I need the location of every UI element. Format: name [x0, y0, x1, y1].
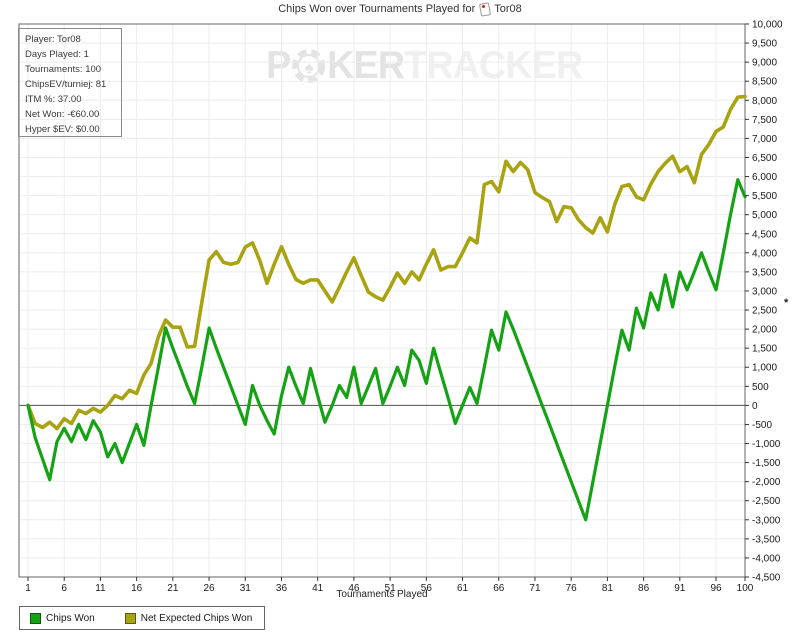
svg-text:6,500: 6,500	[752, 153, 777, 164]
svg-text:♠: ♠	[305, 58, 314, 77]
svg-text:46: 46	[348, 583, 360, 594]
player-info-box: Player: Tor08 Days Played: 1 Tournaments…	[18, 28, 122, 137]
watermark-text-ker: KER	[327, 44, 405, 87]
svg-text:3,500: 3,500	[752, 267, 777, 278]
svg-text:5,000: 5,000	[752, 210, 777, 221]
poker-chip-spade-icon: ♠	[292, 49, 326, 83]
svg-text:-500: -500	[752, 420, 772, 431]
svg-text:6,000: 6,000	[752, 172, 777, 183]
chart-title-text: Chips Won over Tournaments Played for	[278, 3, 476, 15]
svg-text:3,000: 3,000	[752, 286, 777, 297]
legend: Chips Won Net Expected Chips Won	[19, 606, 266, 630]
svg-text:-3,500: -3,500	[752, 534, 781, 545]
svg-text:56: 56	[421, 583, 433, 594]
svg-text:-1,500: -1,500	[752, 458, 781, 469]
svg-text:10,000: 10,000	[752, 20, 783, 31]
svg-text:96: 96	[710, 583, 722, 594]
svg-text:-2,000: -2,000	[752, 477, 781, 488]
info-player: Player: Tor08	[25, 34, 81, 45]
svg-text:8,500: 8,500	[752, 77, 777, 88]
svg-text:-1,000: -1,000	[752, 439, 781, 450]
svg-text:-4,000: -4,000	[752, 553, 781, 564]
svg-text:9,500: 9,500	[752, 39, 777, 50]
chips-won-swatch-icon	[30, 612, 41, 624]
svg-text:91: 91	[674, 583, 686, 594]
svg-text:9,000: 9,000	[752, 58, 777, 69]
player-icon	[478, 2, 492, 17]
legend-label-chips-won: Chips Won	[46, 612, 95, 624]
pokertracker-watermark: P ♠ KER TRACKER	[266, 44, 583, 88]
info-net-won: Net Won: -€60.00	[25, 109, 100, 120]
svg-text:41: 41	[312, 583, 324, 594]
svg-text:4,500: 4,500	[752, 229, 777, 240]
svg-text:1: 1	[25, 583, 31, 594]
svg-text:4,000: 4,000	[752, 248, 777, 259]
svg-text:2,000: 2,000	[752, 325, 777, 336]
svg-text:76: 76	[566, 583, 578, 594]
svg-text:51: 51	[385, 583, 397, 594]
svg-text:11: 11	[95, 583, 106, 594]
svg-text:1,000: 1,000	[752, 363, 777, 374]
info-chips-ev: ChipsEV/turniej: 81	[25, 79, 107, 90]
watermark-text-p: P	[266, 44, 291, 87]
svg-text:81: 81	[602, 583, 614, 594]
info-hyper-ev: Hyper $EV: $0.00	[25, 124, 100, 135]
net-expected-swatch-icon	[124, 612, 136, 624]
svg-text:71: 71	[529, 583, 541, 594]
svg-text:8,000: 8,000	[752, 96, 777, 107]
legend-item-net-expected[interactable]: Net Expected Chips Won	[124, 612, 253, 624]
svg-text:16: 16	[131, 583, 143, 594]
svg-text:2,500: 2,500	[752, 306, 777, 317]
chart-title: Chips Won over Tournaments Played for To…	[0, 2, 800, 17]
svg-text:5,500: 5,500	[752, 191, 777, 202]
svg-text:-2,500: -2,500	[752, 496, 781, 507]
svg-text:6: 6	[61, 583, 67, 594]
svg-text:66: 66	[493, 583, 505, 594]
svg-text:21: 21	[167, 583, 179, 594]
svg-text:0: 0	[752, 401, 758, 412]
chart-title-player: Tor08	[494, 3, 522, 15]
svg-text:-3,000: -3,000	[752, 515, 781, 526]
svg-text:7,000: 7,000	[752, 134, 777, 145]
svg-text:61: 61	[457, 583, 469, 594]
svg-text:100: 100	[737, 583, 754, 594]
svg-text:7,500: 7,500	[752, 115, 777, 126]
svg-text:86: 86	[638, 583, 650, 594]
info-itm-pct: ITM %: 37.00	[25, 94, 82, 105]
svg-text:1,500: 1,500	[752, 344, 777, 355]
info-tournaments: Tournaments: 100	[25, 64, 102, 75]
watermark-text-tracker: TRACKER	[404, 44, 583, 87]
svg-text:500: 500	[752, 382, 769, 393]
info-days-played: Days Played: 1	[25, 49, 89, 60]
svg-text:26: 26	[203, 583, 215, 594]
y-axis-title-glyph: *	[784, 297, 789, 309]
svg-text:31: 31	[240, 583, 252, 594]
svg-text:-4,500: -4,500	[752, 573, 781, 584]
x-axis-title: Tournaments Played	[336, 589, 428, 600]
legend-label-net-expected: Net Expected Chips Won	[140, 612, 253, 624]
svg-text:36: 36	[276, 583, 288, 594]
legend-item-chips-won[interactable]: Chips Won	[30, 612, 95, 624]
